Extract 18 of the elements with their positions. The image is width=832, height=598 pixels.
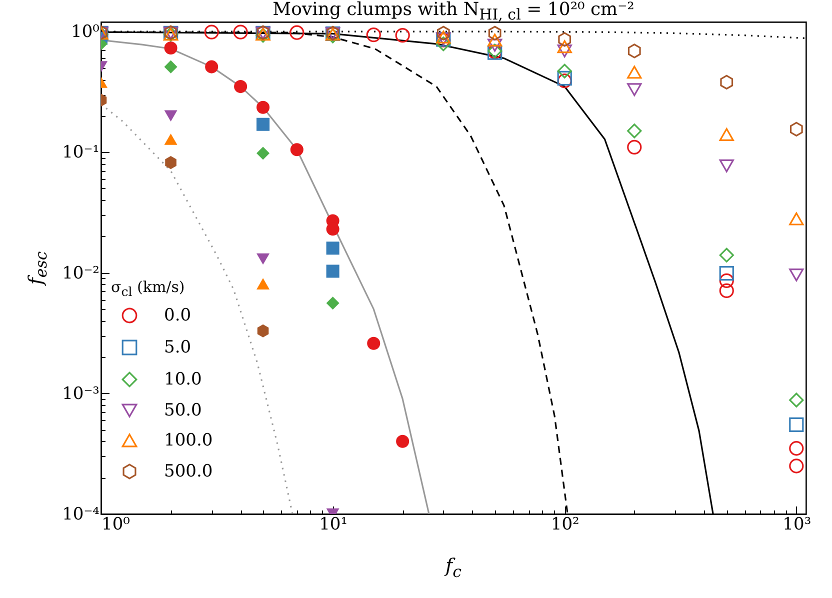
chart-title: Moving clumps with N$_{HI, cl}$ = 10²⁰ cm⁻²	[272, 0, 636, 24]
legend-label: 100.0	[164, 430, 213, 450]
y-tick-label: 10⁻²	[62, 263, 100, 284]
x-tick-label: 10²	[550, 514, 580, 534]
y-tick-label: 10⁻³	[62, 384, 100, 404]
legend-label: 0.0	[164, 306, 192, 326]
legend-label: 5.0	[164, 338, 192, 358]
y-tick-label: 10⁻⁴	[62, 504, 100, 524]
y-tick-label: 10⁻¹	[62, 142, 100, 163]
legend-label: 500.0	[164, 462, 213, 482]
legend-title: σ$_{cl}$ (km/s)	[111, 278, 185, 299]
x-tick-label: 10¹	[319, 514, 348, 534]
legend-label: 10.0	[164, 370, 202, 390]
x-tick-label: 10³	[782, 514, 812, 534]
x-tick-label: 10⁰	[102, 514, 130, 534]
x-axis-title: f$_{c}$	[443, 555, 462, 581]
y-tick-label: 10⁰	[71, 22, 100, 42]
legend-label: 50.0	[164, 400, 202, 420]
